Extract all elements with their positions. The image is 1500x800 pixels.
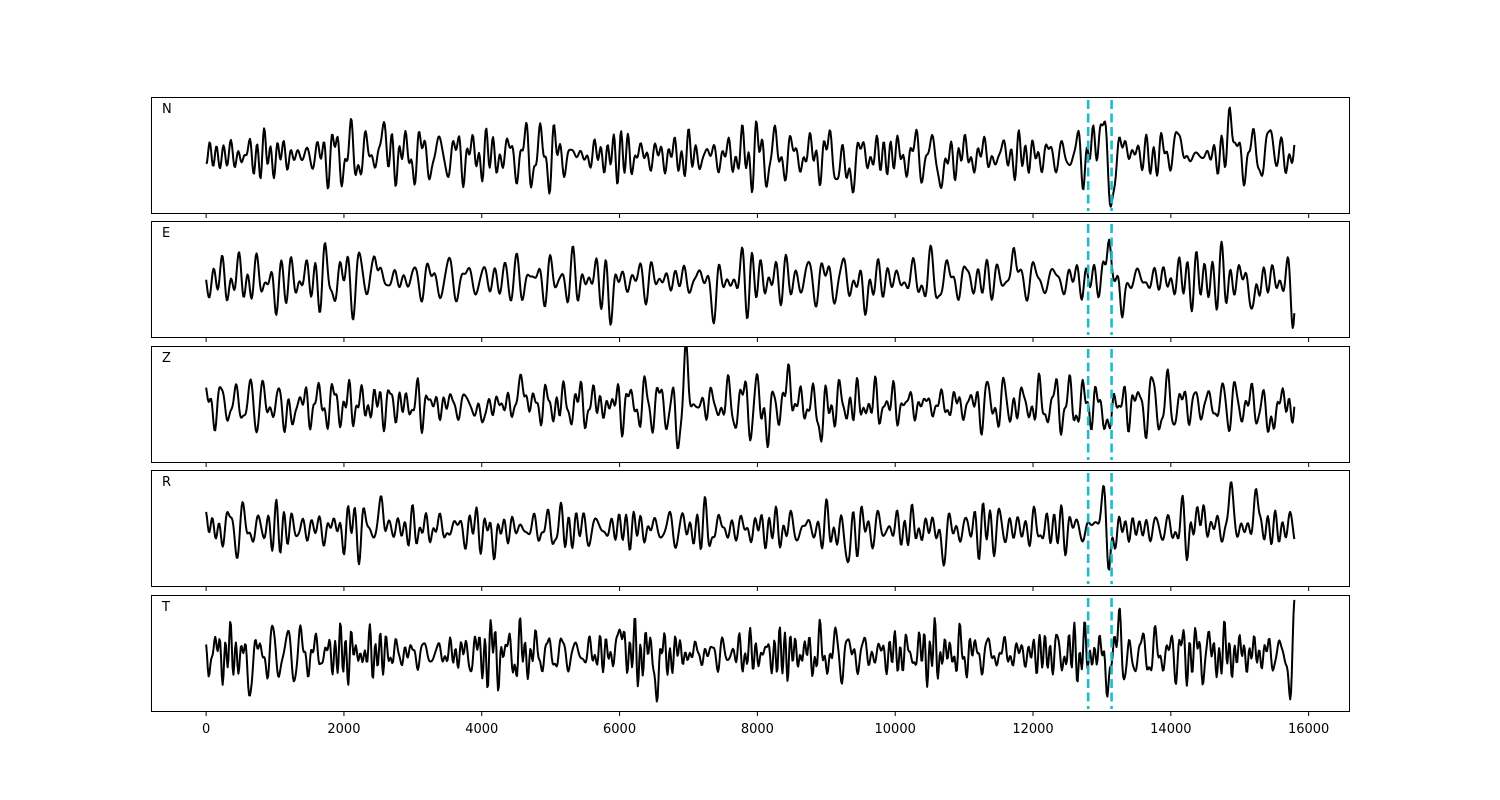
x-tick-label: 4000 bbox=[465, 722, 498, 737]
panel-n: N bbox=[151, 97, 1350, 218]
panel-frame bbox=[151, 221, 1350, 338]
x-tick-label: 2000 bbox=[327, 722, 360, 737]
panel-frame bbox=[151, 346, 1350, 463]
component-label: E bbox=[162, 226, 170, 241]
x-tick-label: 12000 bbox=[1012, 722, 1053, 737]
panel-frame bbox=[151, 595, 1350, 712]
waveform-z bbox=[205, 346, 1296, 450]
x-tick-label: 8000 bbox=[741, 722, 774, 737]
panels: N E Z R T bbox=[151, 97, 1350, 716]
x-tick-label: 16000 bbox=[1288, 722, 1329, 737]
waveform-t bbox=[205, 599, 1296, 703]
component-label: Z bbox=[162, 351, 171, 366]
waveform-r bbox=[205, 481, 1296, 571]
panel-z: Z bbox=[151, 346, 1350, 467]
panel-t: T bbox=[151, 595, 1350, 716]
x-tick-label: 0 bbox=[202, 722, 210, 737]
waveform-e bbox=[205, 238, 1296, 329]
panel-frame bbox=[151, 470, 1350, 587]
panel-r: R bbox=[151, 470, 1350, 591]
x-tick-label: 10000 bbox=[875, 722, 916, 737]
x-tick-label: 6000 bbox=[603, 722, 636, 737]
component-label: T bbox=[161, 600, 170, 615]
panel-e: E bbox=[151, 221, 1350, 342]
x-axis: 0 2000 4000 6000 8000 10000 12000 14000 16000 bbox=[202, 722, 1329, 737]
panel-frame bbox=[151, 97, 1350, 214]
component-label: R bbox=[162, 475, 171, 490]
component-label: N bbox=[162, 102, 172, 117]
waveform-n bbox=[205, 106, 1296, 208]
x-tick-label: 14000 bbox=[1150, 722, 1191, 737]
